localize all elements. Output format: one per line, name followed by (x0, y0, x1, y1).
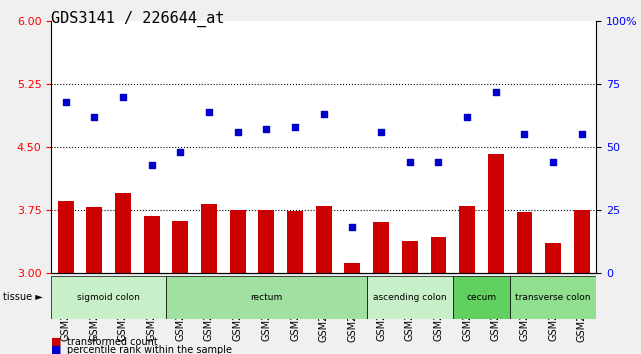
Point (319, 112, 329, 117)
Point (262, 126, 272, 132)
Point (548, 159, 558, 165)
Bar (172, 221, 188, 273)
Text: ■: ■ (51, 337, 62, 347)
Point (404, 159, 415, 165)
Bar (344, 263, 360, 273)
FancyBboxPatch shape (166, 276, 367, 319)
Point (519, 132, 529, 137)
FancyBboxPatch shape (367, 276, 453, 319)
Text: ascending colon: ascending colon (373, 293, 447, 302)
Point (147, 162, 157, 167)
Point (462, 114, 472, 120)
Point (433, 159, 444, 165)
FancyBboxPatch shape (51, 276, 166, 319)
Point (577, 132, 587, 137)
Point (89, 114, 99, 120)
Bar (402, 241, 418, 273)
Text: rectum: rectum (250, 293, 283, 302)
Point (290, 124, 300, 130)
Bar (115, 193, 131, 273)
FancyBboxPatch shape (453, 276, 510, 319)
Point (490, 89, 501, 95)
Text: cecum: cecum (467, 293, 497, 302)
Bar (488, 154, 504, 273)
Text: tissue ►: tissue ► (3, 292, 43, 302)
Bar (373, 222, 389, 273)
Bar (517, 212, 532, 273)
Bar (58, 201, 74, 273)
Point (204, 109, 214, 115)
FancyBboxPatch shape (510, 276, 596, 319)
Point (233, 129, 243, 135)
Bar (87, 207, 102, 273)
Point (347, 224, 358, 230)
Bar (459, 206, 475, 273)
Text: percentile rank within the sample: percentile rank within the sample (67, 345, 232, 354)
Bar (229, 210, 246, 273)
Point (60, 99, 71, 104)
Point (118, 94, 128, 99)
Bar (574, 210, 590, 273)
Point (175, 149, 185, 155)
Text: ■: ■ (51, 345, 62, 354)
Text: transformed count: transformed count (67, 337, 158, 347)
Bar (258, 210, 274, 273)
Bar (287, 211, 303, 273)
Bar (316, 206, 331, 273)
Text: sigmoid colon: sigmoid colon (77, 293, 140, 302)
Text: transverse colon: transverse colon (515, 293, 591, 302)
Point (376, 129, 386, 135)
Bar (144, 216, 160, 273)
Bar (545, 243, 561, 273)
Text: GDS3141 / 226644_at: GDS3141 / 226644_at (51, 11, 224, 27)
Bar (201, 204, 217, 273)
Bar (431, 238, 446, 273)
